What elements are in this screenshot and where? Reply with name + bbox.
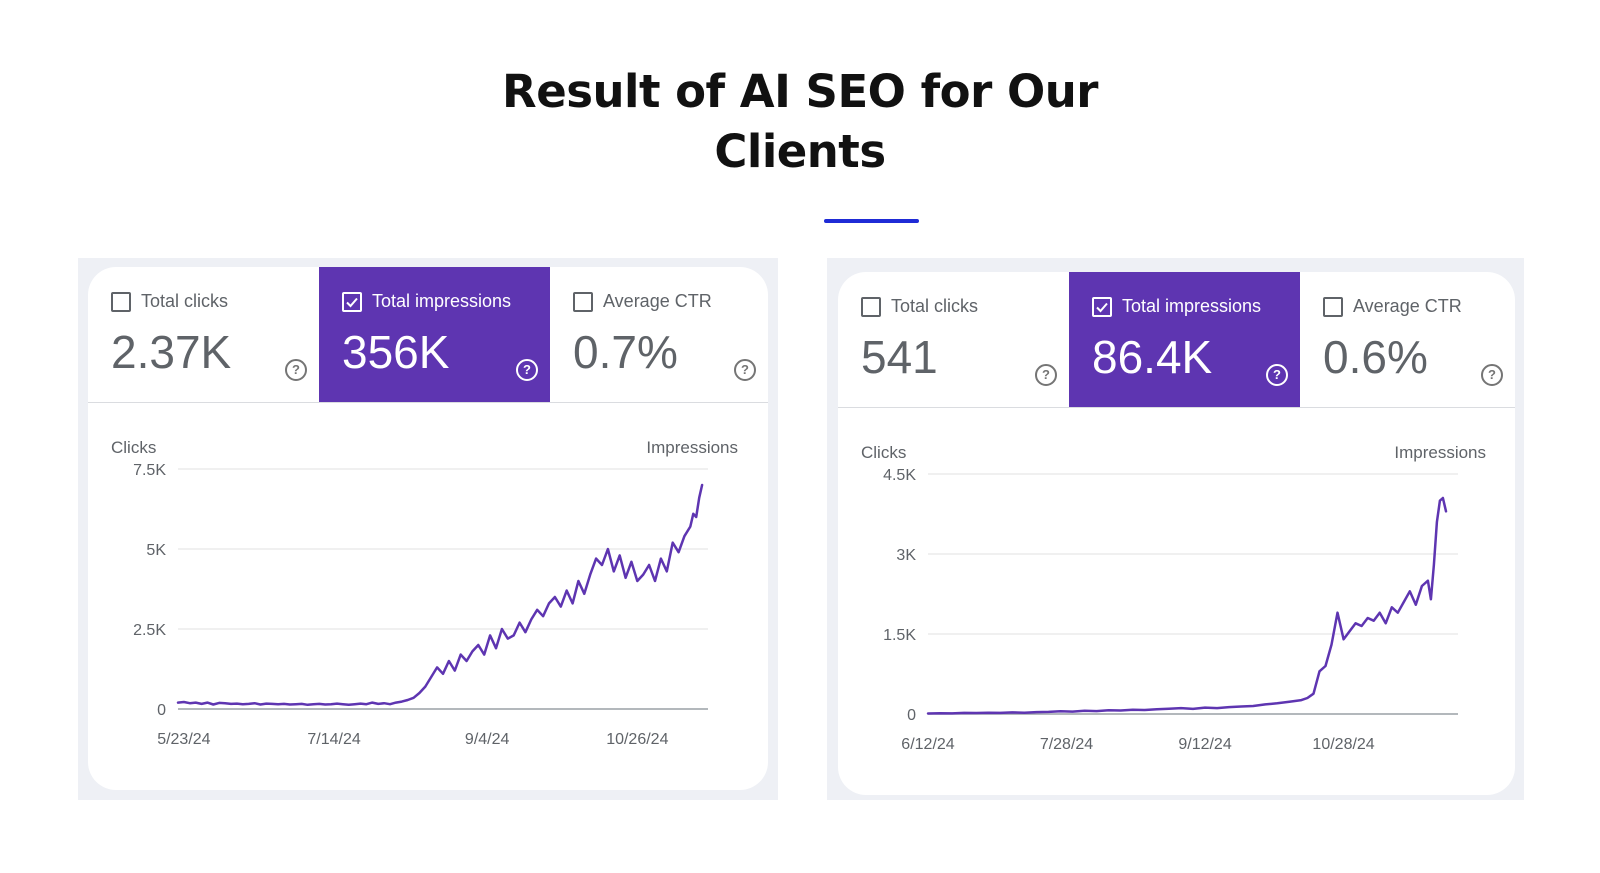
- right-panel: Total clicks 541 ? Total impressions 86.…: [827, 258, 1524, 800]
- y-axis-label: Clicks: [111, 438, 156, 457]
- unchecked-checkbox-icon[interactable]: [861, 296, 881, 317]
- metric-label: Total impressions: [342, 291, 511, 312]
- x-tick-label: 6/12/24: [901, 736, 954, 753]
- metric-label-text: Total impressions: [372, 291, 512, 311]
- metric-value: 86.4K: [1092, 331, 1213, 383]
- metric-label-text: Average CTR: [603, 291, 712, 311]
- metric-label: Average CTR: [573, 291, 712, 312]
- y-tick-label: 7.5K: [133, 462, 166, 479]
- impressions-chart: Clicks Impressions 0 2.5K 5K 7.5K 5/23/24 7/14/…: [111, 438, 738, 748]
- metric-label: Total clicks: [861, 296, 978, 317]
- series-line-impressions: [926, 496, 1448, 715]
- metric-label: Total impressions: [1092, 296, 1261, 317]
- metric-average-ctr[interactable]: Average CTR 0.7% ?: [550, 267, 768, 402]
- metric-label-text: Average CTR: [1353, 296, 1462, 316]
- page-title-line-1: Result of AI SEO for Our: [502, 65, 1098, 118]
- metric-average-ctr[interactable]: Average CTR 0.6% ?: [1300, 272, 1515, 407]
- help-icon[interactable]: ?: [1035, 364, 1057, 386]
- metric-value: 0.7%: [573, 326, 678, 378]
- y-tick-label: 0: [907, 707, 916, 724]
- help-icon[interactable]: ?: [285, 359, 307, 381]
- unchecked-checkbox-icon[interactable]: [111, 291, 131, 312]
- help-icon[interactable]: ?: [1266, 364, 1288, 386]
- y-tick-label: 3K: [896, 547, 916, 564]
- metric-total-impressions[interactable]: Total impressions 86.4K ?: [1069, 272, 1300, 407]
- metric-tabs: Total clicks 2.37K ? Total impressions 3…: [88, 267, 768, 403]
- checked-checkbox-icon[interactable]: [342, 291, 362, 312]
- metric-value: 541: [861, 331, 938, 383]
- x-tick-label: 10/28/24: [1312, 736, 1374, 753]
- y-tick-label: 1.5K: [883, 627, 916, 644]
- impressions-chart: Clicks Impressions 0 1.5K 3K 4.5K 6/12/24 7/28/…: [861, 443, 1486, 753]
- page-title: Result of AI SEO for Our Clients: [0, 62, 1600, 182]
- y-tick-label: 4.5K: [883, 467, 916, 484]
- y2-axis-label: Impressions: [1394, 443, 1486, 462]
- unchecked-checkbox-icon[interactable]: [1323, 296, 1343, 317]
- x-tick-label: 7/28/24: [1040, 736, 1093, 753]
- unchecked-checkbox-icon[interactable]: [573, 291, 593, 312]
- page-title-line-2: Clients: [714, 125, 886, 178]
- metric-value: 0.6%: [1323, 331, 1428, 383]
- metric-value: 2.37K: [111, 326, 232, 378]
- y-tick-label: 2.5K: [133, 622, 166, 639]
- y-axis-label: Clicks: [861, 443, 906, 462]
- y-tick-label: 0: [157, 702, 166, 719]
- x-tick-label: 9/12/24: [1178, 736, 1231, 753]
- y2-axis-label: Impressions: [646, 438, 738, 457]
- x-tick-label: 7/14/24: [307, 731, 360, 748]
- right-report-card: Total clicks 541 ? Total impressions 86.…: [838, 272, 1515, 795]
- metric-total-clicks[interactable]: Total clicks 541 ?: [838, 272, 1069, 407]
- help-icon[interactable]: ?: [516, 359, 538, 381]
- metric-total-impressions[interactable]: Total impressions 356K ?: [319, 267, 550, 402]
- metric-label-text: Total clicks: [141, 291, 229, 311]
- metric-label: Average CTR: [1323, 296, 1462, 317]
- x-tick-label: 9/4/24: [465, 731, 510, 748]
- left-report-card: Total clicks 2.37K ? Total impressions 3…: [88, 267, 768, 790]
- help-icon[interactable]: ?: [1481, 364, 1503, 386]
- left-panel: Total clicks 2.37K ? Total impressions 3…: [78, 258, 778, 800]
- metric-label-text: Total impressions: [1122, 296, 1262, 316]
- y-tick-label: 5K: [146, 542, 166, 559]
- metric-tabs: Total clicks 541 ? Total impressions 86.…: [838, 272, 1515, 408]
- help-icon[interactable]: ?: [734, 359, 756, 381]
- metric-label: Total clicks: [111, 291, 228, 312]
- metric-value: 356K: [342, 326, 450, 378]
- x-tick-label: 10/26/24: [606, 731, 668, 748]
- title-underline: [824, 219, 919, 223]
- x-tick-label: 5/23/24: [157, 731, 210, 748]
- metric-total-clicks[interactable]: Total clicks 2.37K ?: [88, 267, 319, 402]
- series-line-impressions: [176, 483, 704, 707]
- metric-label-text: Total clicks: [891, 296, 979, 316]
- checked-checkbox-icon[interactable]: [1092, 296, 1112, 317]
